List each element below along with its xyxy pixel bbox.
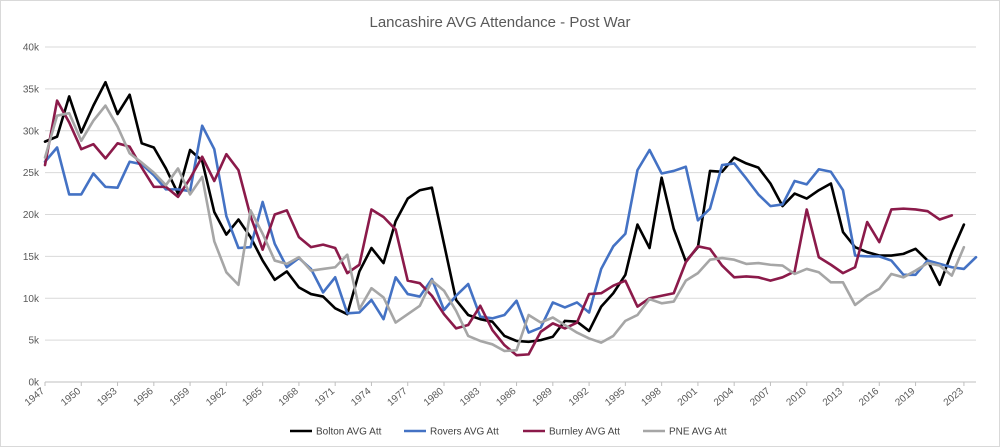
x-tick-label: 2013 [821,386,845,409]
y-axis-ticks: 0k 5k 10k 15k 20k 25k 30k 35k 40k [23,43,40,389]
legend-label-pne: PNE AVG Att [669,427,727,438]
y-tick-label: 20k [23,210,40,221]
x-tick-label: 1947 [23,386,47,409]
x-tick-label: 1998 [639,386,663,409]
x-tick-label: 2010 [785,386,809,409]
x-tick-label: 1989 [531,386,555,409]
series-lines [43,80,978,357]
x-tick-label: 2016 [857,386,881,409]
y-tick-label: 40k [23,43,40,54]
x-tick-label: 1992 [567,386,591,409]
x-tick-label: 2023 [942,386,966,409]
series-line-rovers [43,124,978,334]
y-tick-label: 15k [23,252,40,263]
x-tick-label: 1980 [422,386,446,409]
y-tick-label: 30k [23,126,40,137]
y-tick-label: 5k [28,336,40,347]
legend-label-bolton: Bolton AVG Att [316,427,382,438]
x-tick-label: 2001 [676,386,700,409]
x-tick-label: 1995 [603,386,627,409]
series-line-pne [43,104,966,353]
gridlines [45,46,976,383]
x-tick-label: 1959 [168,386,192,409]
x-tick-label: 1968 [277,386,301,409]
x-tick-label: 1962 [204,386,228,409]
x-tick-label: 2019 [893,386,917,409]
y-tick-label: 0k [28,378,40,389]
series-line-burnley [43,99,954,357]
y-tick-label: 35k [23,84,40,95]
legend: Bolton AVG Att Rovers AVG Att Burnley AVG … [290,427,727,438]
x-tick-label: 1956 [132,386,156,409]
x-tick-label: 1983 [458,386,482,409]
x-tick-label: 2004 [712,386,736,409]
series-line-bolton [43,80,966,344]
y-tick-label: 25k [23,168,40,179]
y-tick-label: 10k [23,294,40,305]
x-axis-ticks: 1947 1950 1953 1956 1959 1962 1965 1968 1971 1974… [23,382,966,409]
x-tick-label: 1977 [386,386,410,409]
x-tick-label: 1974 [349,386,373,409]
x-tick-label: 2007 [748,386,772,409]
x-tick-label: 1971 [313,386,337,409]
x-tick-label: 1986 [494,386,518,409]
chart-title: Lancashire AVG Attendance - Post War [370,14,631,31]
x-tick-label: 1965 [240,386,264,409]
x-tick-label: 1953 [95,386,119,409]
x-tick-label: 1950 [59,386,83,409]
legend-label-burnley: Burnley AVG Att [549,427,620,438]
legend-label-rovers: Rovers AVG Att [430,427,499,438]
